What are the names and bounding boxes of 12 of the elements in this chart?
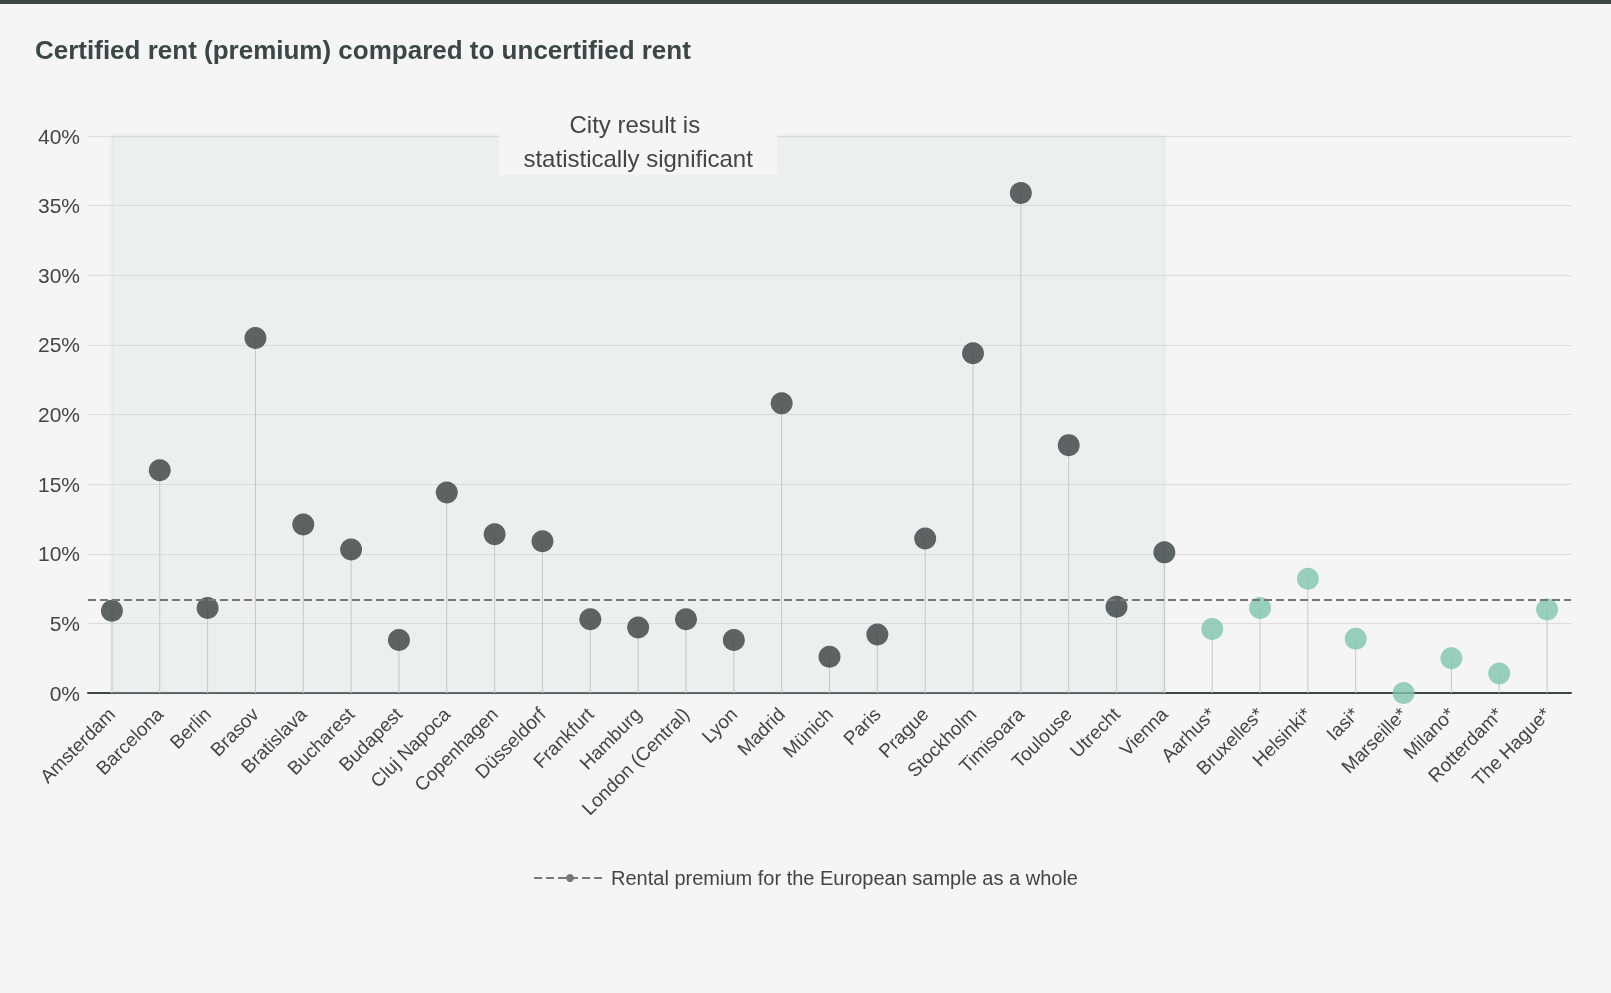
y-tick-label: 30% — [37, 263, 80, 287]
y-tick-label: 0% — [49, 681, 80, 705]
y-tick-label: 10% — [37, 542, 80, 566]
y-tick-label: 35% — [37, 194, 80, 218]
y-tick-label: 40% — [37, 124, 80, 148]
chart-title: Certified rent (premium) compared to uncertified rent — [35, 35, 692, 65]
y-tick-label: 5% — [49, 611, 80, 635]
band-label: City result is statistically significant — [523, 110, 754, 172]
y-tick-label: 15% — [37, 472, 80, 496]
legend-label: Rental premium for the European sample as a whole — [611, 867, 1078, 889]
y-tick-label: 25% — [37, 333, 80, 357]
y-tick-label: 20% — [37, 403, 80, 426]
